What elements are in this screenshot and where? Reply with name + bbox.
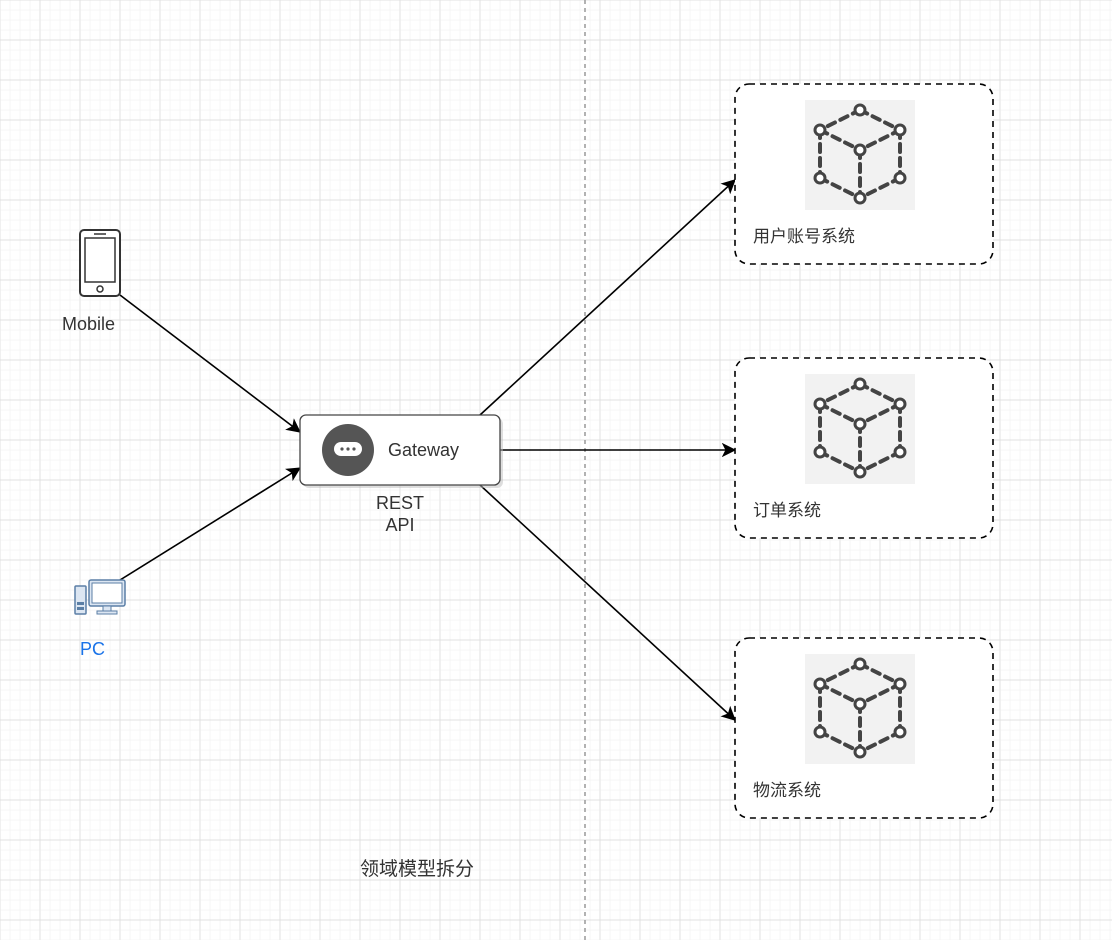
diagram-title: 领域模型拆分 xyxy=(360,858,474,880)
service-label: 物流系统 xyxy=(753,781,821,800)
service-node-0: 用户账号系统 xyxy=(735,84,993,264)
gateway-sublabel-1: REST xyxy=(376,493,424,513)
pc-label: PC xyxy=(80,639,105,659)
service-node-2: 物流系统 xyxy=(735,638,993,818)
diagram-canvas: Mobile PC Gateway REST API 用户账号系统订单系统物流系… xyxy=(0,0,1112,940)
mobile-icon xyxy=(80,230,120,296)
cube-icon xyxy=(805,374,915,484)
gateway-label: Gateway xyxy=(388,440,459,460)
cube-icon xyxy=(805,654,915,764)
service-label: 用户账号系统 xyxy=(753,227,855,246)
gateway-sublabel-2: API xyxy=(385,515,414,535)
cube-icon xyxy=(805,100,915,210)
gateway-node: Gateway REST API xyxy=(300,415,503,535)
service-label: 订单系统 xyxy=(753,501,821,520)
mobile-label: Mobile xyxy=(62,314,115,334)
client-mobile: Mobile xyxy=(62,230,120,334)
service-node-1: 订单系统 xyxy=(735,358,993,538)
